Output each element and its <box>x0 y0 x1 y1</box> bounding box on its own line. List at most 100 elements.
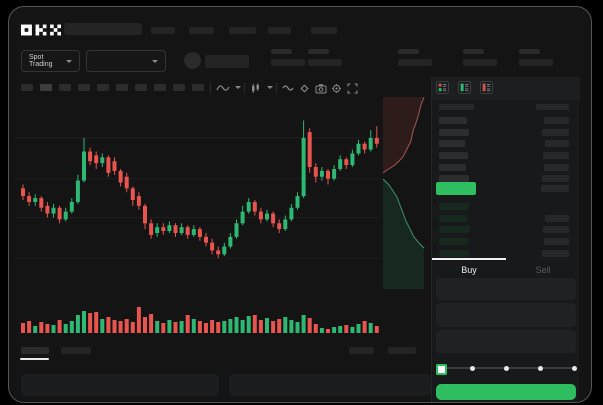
stat-label <box>519 49 540 54</box>
price-cell <box>439 117 467 124</box>
draw-icon[interactable] <box>299 83 310 94</box>
price-cell <box>439 238 468 246</box>
orderbook-row[interactable] <box>439 128 569 136</box>
timeframe-button[interactable] <box>97 84 109 91</box>
chevron-down-icon <box>66 59 72 63</box>
order-price-field[interactable] <box>436 278 576 300</box>
tab-sell[interactable]: Sell <box>535 265 551 275</box>
camera-icon[interactable] <box>315 83 327 94</box>
chevron-down-icon <box>152 59 158 63</box>
amount-cell <box>541 185 569 192</box>
orders-table-placeholder <box>229 374 431 396</box>
timeframe-button[interactable] <box>116 84 128 91</box>
tab-buy[interactable]: Buy <box>461 265 477 275</box>
asks-list <box>439 117 569 187</box>
bids-book-icon[interactable] <box>458 81 471 94</box>
orders-control[interactable] <box>349 347 374 354</box>
ticker-stat <box>463 49 497 66</box>
order-history-tab[interactable] <box>61 347 91 354</box>
okx-logo[interactable] <box>21 23 61 37</box>
nav-item[interactable] <box>311 27 337 34</box>
timeframe-button[interactable] <box>135 84 147 91</box>
price-cell <box>439 140 465 148</box>
timeframe-button[interactable] <box>173 84 185 91</box>
slider-stop[interactable] <box>503 365 509 371</box>
amount-cell <box>542 128 569 136</box>
buy-submit-button[interactable] <box>436 384 576 400</box>
price-cell <box>439 152 468 160</box>
amount-cell <box>542 249 569 257</box>
price-cell <box>439 249 469 257</box>
price-cell <box>439 226 470 234</box>
price-cell <box>439 214 467 222</box>
slider-stop[interactable] <box>469 365 475 371</box>
nav-item[interactable] <box>151 27 175 34</box>
market-type-label: Spot Trading <box>29 54 53 68</box>
timeframe-button[interactable] <box>192 84 204 91</box>
orders-table-placeholder <box>21 374 219 396</box>
stat-value <box>398 59 432 66</box>
chevron-down-icon[interactable] <box>235 86 241 89</box>
indicator-icon[interactable] <box>216 83 230 93</box>
toolbar-divider <box>276 83 277 93</box>
ticker-stat <box>398 49 432 66</box>
slider-stops <box>436 365 577 371</box>
amount-slider[interactable] <box>436 363 577 375</box>
ticker-stat <box>519 49 553 66</box>
orderbook-row[interactable] <box>439 117 569 124</box>
fullscreen-icon[interactable] <box>347 83 358 94</box>
orderbook-row[interactable] <box>439 152 569 160</box>
amount-cell <box>545 140 569 148</box>
orderbook-row[interactable] <box>439 249 569 257</box>
asks-book-icon[interactable] <box>480 81 493 94</box>
amount-cell <box>542 175 569 183</box>
timeframe-button[interactable] <box>154 84 166 91</box>
orderbook-row[interactable] <box>439 238 569 246</box>
stat-label <box>308 49 329 54</box>
orderbook-row[interactable] <box>439 140 569 148</box>
market-type-dropdown[interactable]: Spot Trading <box>21 50 80 72</box>
order-total-field[interactable] <box>436 330 576 353</box>
amount-cell <box>544 117 569 124</box>
nav-item[interactable] <box>268 27 291 34</box>
coin-icon <box>184 52 201 69</box>
orderbook-row[interactable] <box>439 203 569 210</box>
price-cell <box>439 203 469 210</box>
toolbar-divider <box>244 83 245 93</box>
orderbook-row[interactable] <box>439 175 569 183</box>
wave-icon[interactable] <box>282 83 294 93</box>
last-price-badge[interactable] <box>436 182 476 195</box>
orderbook-row[interactable] <box>439 214 569 222</box>
timeframe-button[interactable] <box>40 84 52 91</box>
timeframe-button[interactable] <box>59 84 71 91</box>
nav-item[interactable] <box>229 27 256 34</box>
order-amount-field[interactable] <box>436 303 576 327</box>
timeframe-button[interactable] <box>78 84 90 91</box>
pair-dropdown[interactable] <box>86 50 166 72</box>
volume-chart <box>21 307 379 333</box>
stat-value <box>519 59 553 66</box>
orders-control[interactable] <box>388 347 416 354</box>
stat-label <box>398 49 419 54</box>
orderbook-row[interactable] <box>439 163 569 171</box>
candle-style-icon[interactable] <box>250 83 261 94</box>
timeframe-button[interactable] <box>21 84 33 91</box>
slider-stop[interactable] <box>571 365 577 371</box>
search-input[interactable] <box>64 23 142 35</box>
slider-handle[interactable] <box>436 363 447 375</box>
chevron-down-icon[interactable] <box>267 86 273 89</box>
amount-cell <box>544 238 569 246</box>
settings-icon[interactable] <box>331 83 342 94</box>
amount-column-header <box>536 104 569 110</box>
orderbook-toolbar <box>432 77 580 100</box>
slider-stop[interactable] <box>537 365 543 371</box>
bids-list <box>439 203 569 261</box>
combined-book-icon[interactable] <box>436 81 449 94</box>
nav-item[interactable] <box>189 27 214 34</box>
price-cell <box>439 163 466 171</box>
candlestick-chart[interactable] <box>15 95 381 299</box>
price-cell <box>439 128 469 136</box>
orders-tab[interactable] <box>21 347 49 354</box>
orderbook-row[interactable] <box>439 226 569 234</box>
stat-label <box>271 49 292 54</box>
